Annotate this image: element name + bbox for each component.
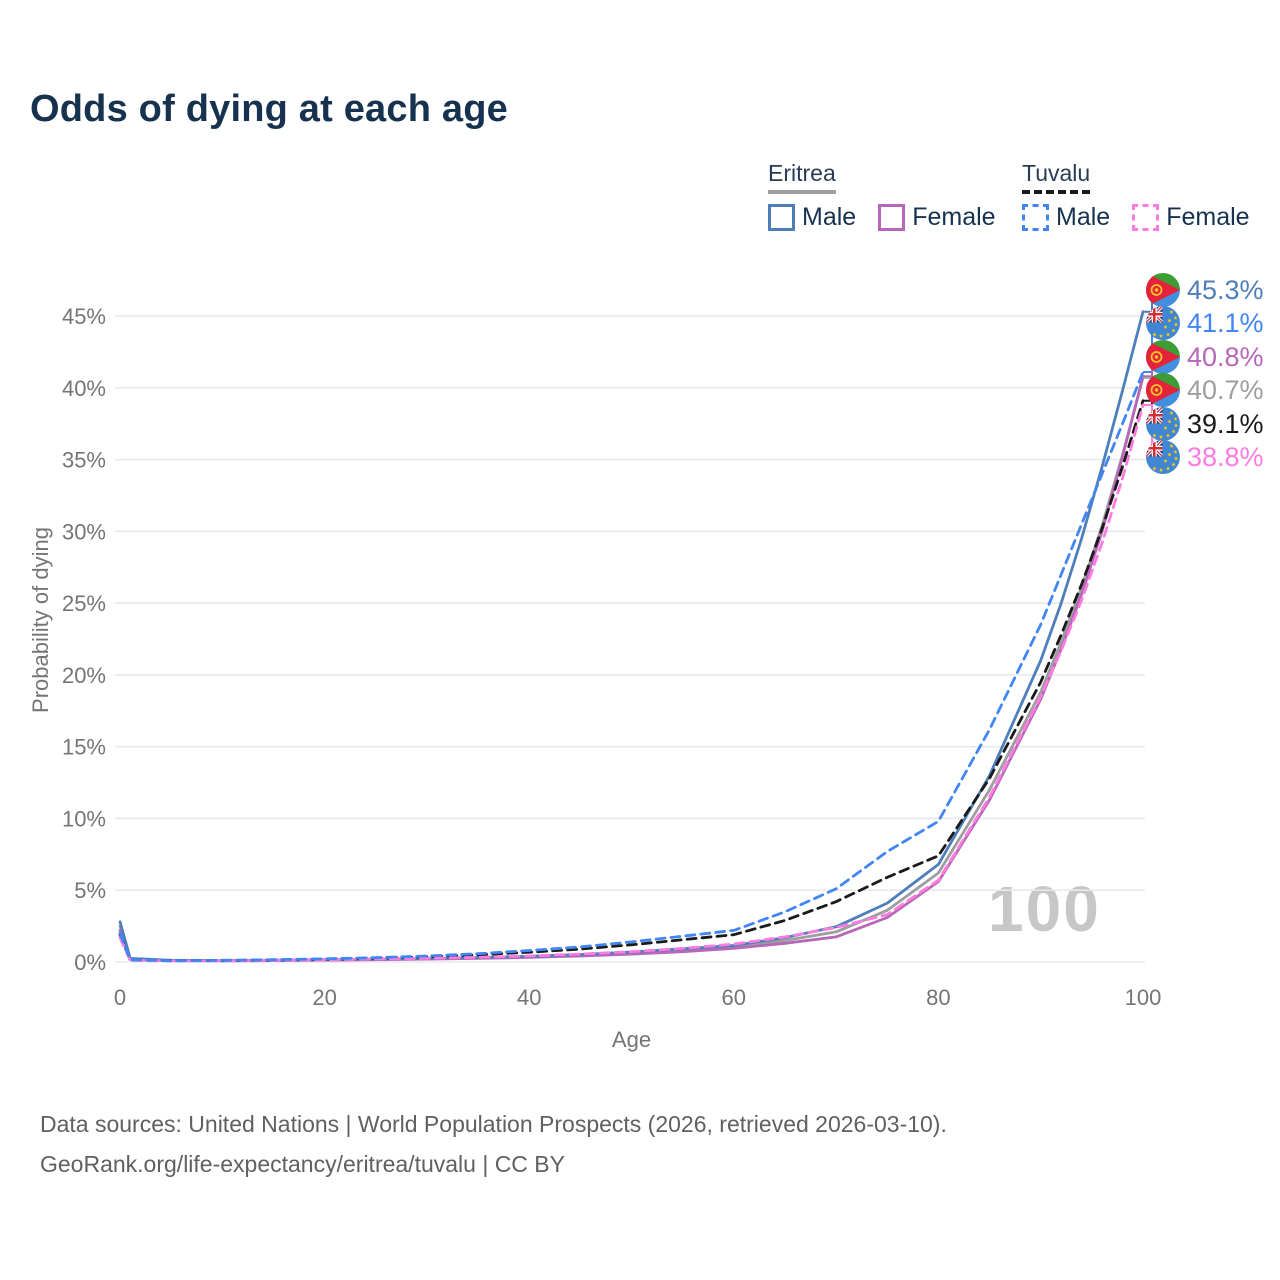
series-line-tuvalu-total <box>118 399 1145 963</box>
end-label-tuvalu-male: 41.1% <box>1146 306 1264 340</box>
series-line-tuvalu-female <box>118 403 1145 963</box>
eritrea-female-swatch-icon <box>878 204 906 231</box>
y-tick-label-45%: 45% <box>62 304 106 329</box>
end-label-value: 38.8% <box>1187 441 1264 472</box>
tuvalu-female-swatch-icon <box>1132 204 1160 231</box>
x-tick-label-0: 0 <box>114 985 126 1010</box>
y-tick-label-15%: 15% <box>62 735 106 760</box>
footer-attribution: GeoRank.org/life-expectancy/eritrea/tuva… <box>40 1151 565 1177</box>
legend-country-eritrea: Eritrea <box>768 160 836 194</box>
eritrea-flag-icon <box>1146 273 1180 307</box>
legend-item-label: Female <box>1166 203 1250 231</box>
legend-item-tuvalu-female[interactable]: Female <box>1132 203 1250 232</box>
x-tick-label-100: 100 <box>1125 985 1162 1010</box>
series-line-eritrea-female <box>118 374 1145 963</box>
tuvalu-flag-icon <box>1146 407 1180 441</box>
legend-item-label: Male <box>802 203 857 231</box>
series-line-tuvalu-male <box>118 370 1145 962</box>
y-tick-label-0%: 0% <box>74 950 106 975</box>
page-title: Odds of dying at each age <box>30 88 508 130</box>
tuvalu-flag-icon <box>1146 306 1180 340</box>
end-label-value: 39.1% <box>1187 408 1264 439</box>
legend-row-eritrea: Male Female <box>768 203 1018 232</box>
end-label-value: 40.7% <box>1187 374 1264 405</box>
end-label-eritrea-female: 40.8% <box>1146 340 1264 374</box>
legend-item-eritrea-male[interactable]: Male <box>768 203 856 232</box>
end-label-tuvalu-female: 38.8% <box>1146 440 1264 474</box>
y-tick-label-40%: 40% <box>62 376 106 401</box>
tuvalu-male-swatch-icon <box>1022 204 1049 231</box>
legend-group-tuvalu: Tuvalu Male Female <box>1022 160 1272 232</box>
end-label-tuvalu-total: 39.1% <box>1146 407 1264 441</box>
legend-country-tuvalu: Tuvalu <box>1022 160 1091 194</box>
legend-item-label: Male <box>1056 203 1111 231</box>
legend-row-tuvalu: Male Female <box>1022 203 1272 232</box>
watermark-age-100: 100 <box>988 873 1101 945</box>
y-tick-label-35%: 35% <box>62 448 106 473</box>
legend-item-tuvalu-male[interactable]: Male <box>1022 203 1110 232</box>
x-tick-label-40: 40 <box>517 985 541 1010</box>
eritrea-flag-icon <box>1146 373 1180 407</box>
footer-data-sources: Data sources: United Nations | World Pop… <box>40 1111 947 1137</box>
legend-group-eritrea: Eritrea Male Female <box>768 160 1018 232</box>
eritrea-flag-icon <box>1146 340 1180 374</box>
end-label-eritrea-male: 45.3% <box>1146 273 1264 307</box>
tuvalu-flag-icon <box>1146 440 1180 474</box>
y-tick-label-30%: 30% <box>62 519 106 544</box>
x-tick-label-60: 60 <box>722 985 746 1010</box>
x-axis-title: Age <box>611 1027 652 1052</box>
end-label-value: 41.1% <box>1187 307 1264 338</box>
y-tick-label-5%: 5% <box>74 878 106 903</box>
eritrea-male-swatch-icon <box>768 204 795 231</box>
legend-item-eritrea-female[interactable]: Female <box>878 203 996 232</box>
legend-item-label: Female <box>912 203 996 231</box>
x-tick-label-20: 20 <box>312 985 336 1010</box>
end-label-eritrea-total: 40.7% <box>1146 373 1264 407</box>
y-tick-label-25%: 25% <box>62 591 106 616</box>
series-line-eritrea-male <box>118 310 1145 962</box>
y-tick-label-10%: 10% <box>62 806 106 831</box>
y-tick-label-20%: 20% <box>62 663 106 688</box>
footer: Data sources: United Nations | World Pop… <box>40 1104 947 1184</box>
end-label-value: 40.8% <box>1187 341 1264 372</box>
end-label-value: 45.3% <box>1187 274 1264 305</box>
series-line-eritrea-total <box>118 376 1145 963</box>
x-tick-label-80: 80 <box>926 985 950 1010</box>
